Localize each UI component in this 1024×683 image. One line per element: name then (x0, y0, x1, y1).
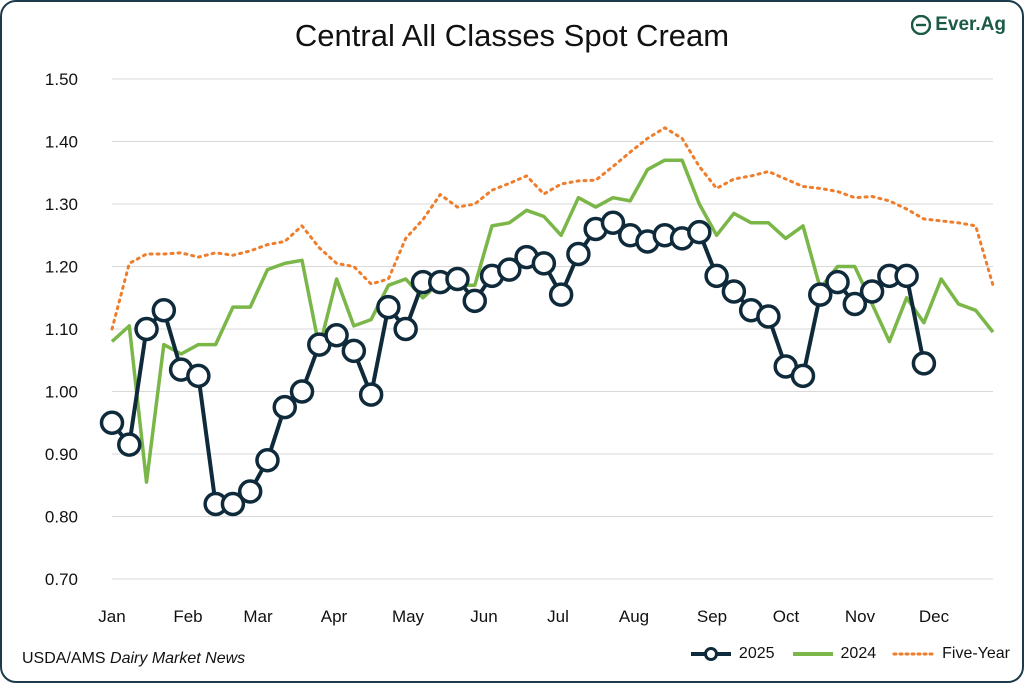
x-tick-label: Aug (619, 607, 649, 626)
data-point-2025 (151, 298, 177, 323)
data-point-2025 (237, 479, 263, 504)
data-point-2025 (220, 491, 246, 517)
y-tick-label: 1.20 (45, 258, 78, 277)
x-tick-label: Mar (243, 607, 273, 626)
legend-swatch-2024 (792, 652, 833, 656)
x-tick-label: Jan (98, 607, 125, 626)
data-point-2025 (808, 282, 833, 307)
series-line-five-year (110, 126, 995, 331)
data-point-2025 (531, 251, 557, 276)
source-note: USDA/AMS Dairy Market News (22, 650, 245, 668)
y-tick-label: 0.80 (45, 508, 78, 527)
data-point-2025 (859, 279, 885, 304)
logo-text: Ever.Ag (935, 14, 1006, 35)
data-point-2025 (842, 291, 868, 317)
data-point-2025 (324, 323, 349, 348)
x-tick-label: Oct (773, 607, 800, 626)
x-tick-label: Jul (547, 607, 569, 626)
data-point-2025 (358, 382, 384, 407)
legend-label-2025: 2025 (738, 645, 775, 662)
y-tick-label: 1.10 (45, 320, 78, 339)
legend-item-five-year: Five-Year (892, 645, 1010, 663)
x-tick-label: Sep (697, 607, 727, 626)
source-publication: Dairy Market News (110, 650, 246, 667)
data-point-2025 (117, 432, 142, 457)
legend-item-2024: 2024 (791, 645, 877, 663)
ever-ag-logo: Ever.Ag (911, 14, 1006, 36)
data-point-2025 (272, 394, 297, 420)
data-point-2025 (462, 288, 488, 314)
ever-ag-logo-icon (911, 15, 932, 35)
x-tick-label: Nov (845, 607, 876, 626)
y-tick-label: 1.40 (45, 133, 78, 152)
legend-label-2024: 2024 (840, 645, 877, 662)
data-point-2025 (134, 316, 159, 342)
x-tick-label: Jun (470, 607, 497, 626)
legend-swatch-2025 (690, 647, 731, 661)
y-tick-label: 0.70 (45, 570, 78, 589)
x-tick-label: May (392, 607, 425, 626)
legend-swatch-five-year (892, 652, 936, 656)
y-tick-label: 1.50 (45, 70, 78, 89)
data-point-2025 (687, 219, 712, 245)
y-tick-label: 1.30 (45, 195, 78, 214)
legend: 2025 2024 Five-Year (689, 645, 1010, 663)
data-point-2025 (790, 363, 816, 389)
data-point-2025 (825, 269, 850, 295)
data-point-2025 (341, 338, 367, 364)
chart-title: Central All Classes Spot Cream (294, 18, 730, 53)
data-point-2025 (445, 266, 470, 292)
data-point-2025 (911, 351, 937, 376)
data-point-2025 (289, 379, 315, 404)
data-point-2025 (548, 282, 574, 307)
data-point-2025 (756, 304, 781, 329)
data-point-2025 (704, 263, 729, 289)
source-prefix: USDA/AMS (22, 650, 106, 667)
data-point-2025 (497, 257, 522, 282)
data-point-2025 (99, 410, 125, 435)
data-point-2025 (721, 279, 747, 304)
x-tick-label: Dec (919, 607, 950, 626)
data-point-2025 (894, 263, 919, 289)
x-tick-label: Feb (173, 607, 202, 626)
data-point-2025 (255, 448, 280, 473)
data-point-2025 (393, 316, 418, 342)
legend-item-2025: 2025 (689, 645, 775, 663)
x-tick-label: Apr (321, 607, 348, 626)
y-tick-label: 0.90 (45, 445, 78, 464)
legend-label-five-year: Five-Year (942, 645, 1010, 662)
data-point-2025 (186, 363, 211, 389)
data-point-2025 (566, 241, 591, 267)
data-point-2025 (376, 294, 401, 320)
y-tick-label: 1.00 (45, 383, 78, 402)
series-line-2024 (110, 158, 995, 484)
data-point-2025 (600, 210, 626, 235)
